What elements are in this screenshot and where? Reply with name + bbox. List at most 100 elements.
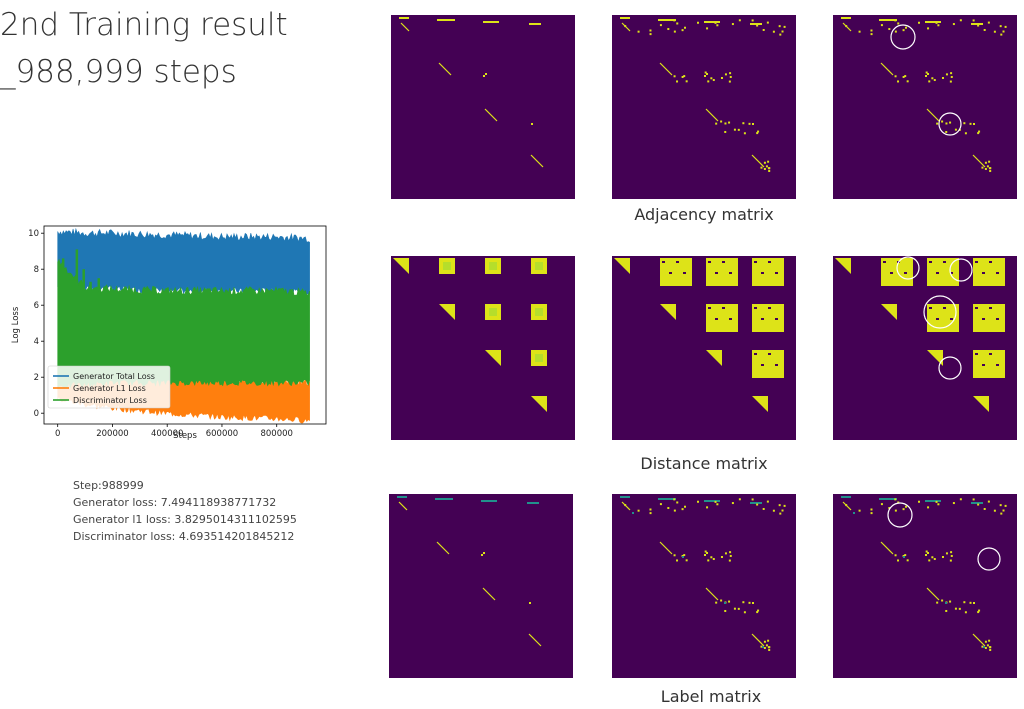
highlight-circle xyxy=(938,112,962,136)
matrix-cell xyxy=(535,354,543,362)
matrix-bar xyxy=(879,19,897,21)
matrix-cell xyxy=(768,649,771,652)
series-0-band xyxy=(57,227,310,296)
matrix-cell xyxy=(897,22,900,25)
matrix-cell xyxy=(928,80,931,83)
matrix-cell xyxy=(673,30,676,33)
matrix-cell xyxy=(904,26,907,29)
y-tick-label: 6 xyxy=(34,301,39,311)
loss-chart-svg: 0 200000 400000 600000 800000 0 2 4 6 8 10 Steps Log… xyxy=(11,225,327,441)
matrix-cell xyxy=(756,132,759,135)
matrix-cell xyxy=(754,353,757,355)
matrix-cell xyxy=(941,599,944,602)
matrix-cell xyxy=(941,76,944,79)
matrix-cell xyxy=(779,512,782,515)
matrix-cell xyxy=(904,505,907,508)
matrix-cell xyxy=(748,122,751,125)
diagonal-segment xyxy=(880,62,894,76)
matrix-cell xyxy=(697,21,700,24)
matrix-bar xyxy=(399,17,409,19)
matrix-cell xyxy=(683,554,686,557)
matrix-cell xyxy=(880,503,883,506)
matrix-cell xyxy=(724,130,727,133)
matrix-cell xyxy=(756,24,759,27)
matrix-cell xyxy=(673,554,676,557)
matrix-cell xyxy=(443,262,451,270)
matrix-cell xyxy=(715,318,718,320)
x-tick-label: 0 xyxy=(55,429,60,439)
matrix-cell xyxy=(710,77,713,80)
matrix-cell xyxy=(720,120,723,123)
matrix-cell xyxy=(845,25,848,28)
matrix-background xyxy=(833,256,1017,440)
matrix-cell xyxy=(778,25,781,28)
matrix-cell xyxy=(975,261,978,263)
matrix-cell xyxy=(984,640,987,643)
matrix-cell xyxy=(751,498,754,501)
matrix-cell xyxy=(973,602,975,604)
matrix-cell xyxy=(935,21,938,24)
matrix-cell xyxy=(767,160,770,163)
y-tick-label: 8 xyxy=(34,265,39,275)
matrix-cell xyxy=(742,122,745,125)
matrix-cell xyxy=(986,644,989,647)
matrix-cell xyxy=(724,609,727,612)
matrix-cell xyxy=(904,75,907,78)
diagonal-segment xyxy=(705,587,719,601)
matrix-cell xyxy=(662,261,665,263)
matrix-cell xyxy=(937,24,940,27)
matrix-cell xyxy=(706,506,709,509)
matrix-cell xyxy=(483,552,485,554)
matrix-cell xyxy=(676,501,679,504)
matrix-cell xyxy=(925,75,927,77)
matrix-cell xyxy=(766,500,769,503)
y-tick-label: 0 xyxy=(34,409,39,419)
matrix-cell xyxy=(535,308,543,316)
matrix-cell xyxy=(716,24,719,27)
matrix-cell xyxy=(963,122,966,125)
matrix-cell xyxy=(894,498,897,501)
distance-triangle xyxy=(614,258,630,274)
matrix-bar xyxy=(971,502,983,504)
matrix-cell xyxy=(993,30,996,33)
matrix-cell xyxy=(989,307,992,309)
adjacency-matrix-output xyxy=(833,15,1017,199)
matrix-cell xyxy=(729,75,732,78)
matrix-cell xyxy=(927,552,929,554)
distance-matrix-output xyxy=(833,256,1017,440)
matrix-cell xyxy=(767,639,770,642)
matrix-cell xyxy=(996,318,999,320)
matrix-cell xyxy=(676,261,679,263)
matrix-cell xyxy=(989,353,992,355)
label-matrix-input xyxy=(389,494,573,678)
matrix-cell xyxy=(763,646,766,649)
matrix-cell xyxy=(729,551,732,554)
matrix-cell xyxy=(768,170,771,173)
page-title: 2nd Training result _988,999 steps xyxy=(0,2,288,96)
matrix-cell xyxy=(929,261,932,263)
matrix-cell xyxy=(669,272,672,274)
matrix-bar xyxy=(704,21,720,23)
matrix-cell xyxy=(768,307,771,309)
matrix-cell xyxy=(897,559,900,562)
matrix-cell xyxy=(649,512,652,515)
matrix-cell xyxy=(977,611,980,614)
matrix-cell xyxy=(763,167,766,170)
matrix-cell xyxy=(783,504,786,507)
matrix-cell xyxy=(673,75,676,78)
matrix-cell xyxy=(858,30,861,33)
matrix-cell xyxy=(943,261,946,263)
diagonal-segment xyxy=(528,633,542,647)
x-tick-label: 600000 xyxy=(206,429,238,439)
matrix-cell xyxy=(715,272,718,274)
matrix-cell xyxy=(712,558,715,561)
highlight-circle xyxy=(949,258,973,282)
matrix-cell xyxy=(858,509,861,512)
matrix-cell xyxy=(728,80,731,83)
matrix-cell xyxy=(673,509,676,512)
x-tick-label: 800000 xyxy=(260,429,292,439)
matrix-cell xyxy=(763,161,766,164)
matrix-cell xyxy=(987,500,990,503)
matrix-cell xyxy=(707,559,710,562)
matrix-cell xyxy=(870,512,873,515)
